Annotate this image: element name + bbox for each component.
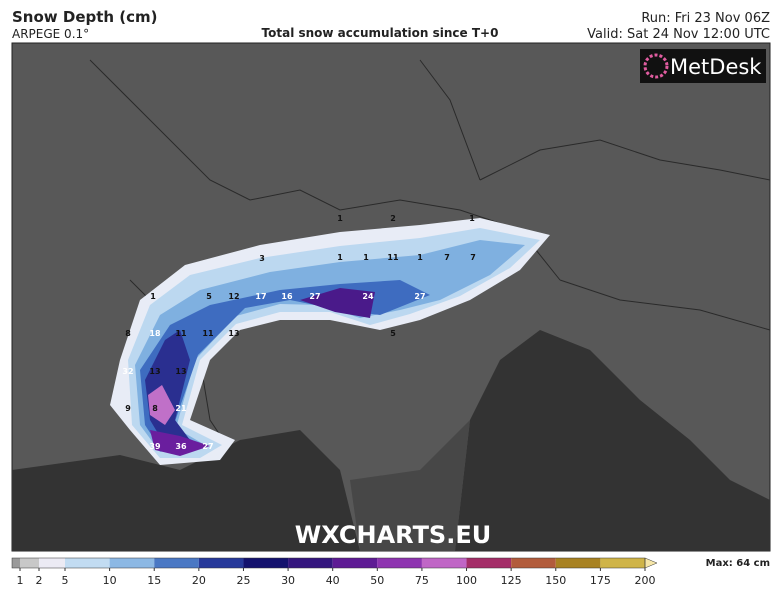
map-label: 1 [469,214,475,223]
map-label: 12 [228,292,239,301]
colorbar-tick-label: 125 [501,574,522,587]
watermark: WXCHARTS.EU [295,521,491,549]
map-label: 27 [202,442,213,451]
colorbar-segment [511,558,556,568]
map-label: 8 [125,329,131,338]
colorbar-segment [154,558,199,568]
map-label: 18 [149,329,161,338]
map-label: 11 [202,329,214,338]
map-label: 32 [122,367,133,376]
colorbar-tick-label: 15 [147,574,161,587]
colorbar-segment [109,558,155,568]
colorbar-segment [65,558,110,568]
map-label: 1 [363,253,369,262]
map-label: 27 [414,292,425,301]
valid: Valid: Sat 24 Nov 12:00 UTC [587,27,770,42]
ligurian-sea [12,430,360,551]
map-label: 36 [175,442,187,451]
colorbar-tick-label: 1 [17,574,24,587]
colorbar-segment [466,558,512,568]
map-label: 7 [444,253,450,262]
colorbar-tick-label: 150 [545,574,566,587]
colorbar-segment [555,558,601,568]
map-label: 21 [175,404,187,413]
map-label: 24 [362,292,374,301]
map-label: 1 [337,214,343,223]
logo: MetDesk [670,55,762,79]
colorbar: 1 2 5 10 15 20 25 30 40 50 75 100 125 150 175 200 [11,557,658,587]
map-label: 11 [175,329,187,338]
map [11,42,771,552]
model: ARPEGE 0.1° [12,27,89,41]
colorbar-segment [198,558,244,568]
map-label: 1 [150,292,156,301]
colorbar-tick-label: 20 [192,574,206,587]
map-label: 8 [152,404,158,413]
subtitle: Total snow accumulation since T+0 [262,26,499,40]
colorbar-tick-label: 5 [62,574,69,587]
colorbar-tick-label: 75 [415,574,429,587]
map-label: 2 [390,214,396,223]
colorbar-tick-label: 10 [103,574,117,587]
colorbar-tick-label: 2 [36,574,43,587]
italy [350,420,470,551]
title: Snow Depth (cm) [12,8,158,26]
map-label: 17 [255,292,266,301]
colorbar-tick-label: 40 [326,574,340,587]
colorbar-segment [20,558,39,568]
map-label: 13 [175,367,186,376]
colorbar-tick-label: 175 [590,574,611,587]
map-label: 39 [149,442,161,451]
colorbar-tick-label: 50 [370,574,384,587]
map-labels: 1 2 13 1 1 11 1 7 71 5 12 17 16 27 24 278 18 11 11 13 532 13 1… [122,214,475,451]
map-label: 7 [470,253,476,262]
colorbar-segment [421,558,467,568]
map-label: 1 [417,253,423,262]
max-label: Max: 64 cm [706,558,770,569]
map-label: 5 [206,292,212,301]
map-label: 9 [125,404,131,413]
snow [110,218,550,465]
map-label: 16 [281,292,293,301]
run: Run: Fri 23 Nov 06Z [641,11,770,26]
colorbar-tick-label: 25 [236,574,250,587]
map-label: 11 [387,253,399,262]
map-label: 3 [259,254,265,263]
colorbar-segment [332,558,378,568]
colorbar-tick-label: 100 [456,574,477,587]
colorbar-tick-label: 200 [635,574,656,587]
colorbar-segment [288,558,333,568]
map-label: 13 [228,329,239,338]
logo-icon [643,53,669,79]
colorbar-segment [243,558,289,568]
map-label: 13 [149,367,160,376]
adriatic-sea [455,330,770,551]
colorbar-frame [11,557,646,569]
colorbar-segment [12,558,20,568]
colorbar-segment [600,558,645,568]
colorbar-segment [377,558,422,568]
map-label: 5 [390,329,396,338]
colorbar-segment [39,558,65,568]
map-label: 27 [309,292,320,301]
colorbar-tick-label: 30 [281,574,295,587]
map-label: 1 [337,253,343,262]
